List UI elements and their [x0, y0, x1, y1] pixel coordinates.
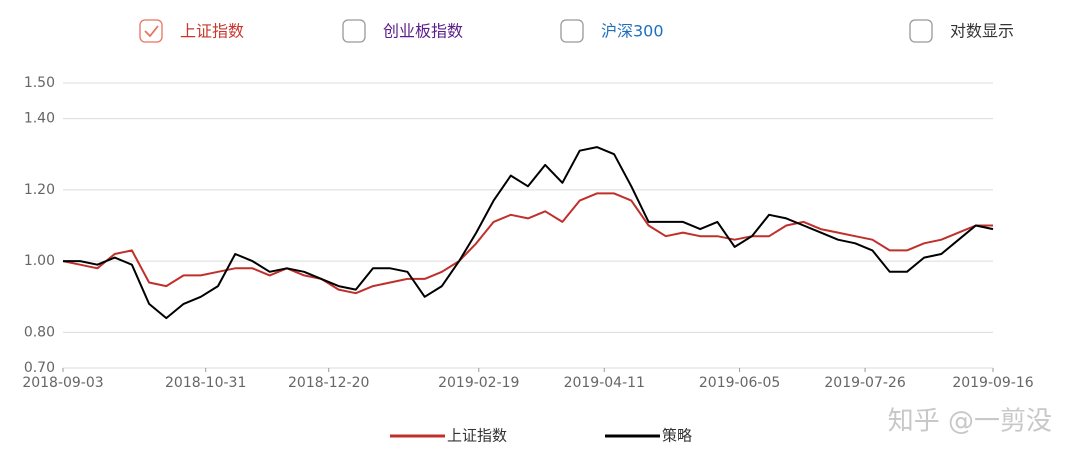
legend-label: 策略 [662, 427, 692, 445]
checkbox[interactable] [342, 19, 366, 43]
y-tick-label: 1.00 [24, 253, 55, 269]
x-tick-label: 2018-10-31 [165, 375, 246, 391]
x-tick-label: 2019-06-05 [699, 375, 780, 391]
toggle-label[interactable]: 创业板指数 [383, 22, 463, 41]
y-tick-label: 0.70 [24, 360, 55, 376]
toggle-label[interactable]: 上证指数 [180, 22, 244, 41]
x-tick-label: 2018-12-20 [288, 375, 369, 391]
watermark: 知乎 @一剪没 [888, 407, 1052, 437]
checkbox[interactable] [909, 19, 933, 43]
checkbox[interactable] [139, 19, 163, 43]
x-tick-label: 2018-09-03 [22, 375, 103, 391]
legend-label: 上证指数 [447, 427, 507, 445]
toggle-label[interactable]: 对数显示 [950, 22, 1014, 41]
series-line [63, 146, 994, 320]
y-tick-label: 0.80 [24, 324, 55, 340]
x-tick-label: 2019-09-16 [952, 375, 1033, 391]
checkmark[interactable] [144, 25, 159, 38]
y-tick-label: 1.40 [24, 111, 55, 127]
toggle-label[interactable]: 沪深300 [601, 22, 664, 41]
y-tick-label: 1.20 [24, 182, 55, 198]
series-line [62, 192, 993, 295]
x-tick-label: 2019-02-19 [438, 375, 519, 391]
y-tick-label: 1.50 [24, 75, 55, 91]
x-tick-label: 2019-07-26 [824, 375, 905, 391]
checkbox[interactable] [560, 19, 584, 43]
x-tick-label: 2019-04-11 [564, 375, 645, 391]
